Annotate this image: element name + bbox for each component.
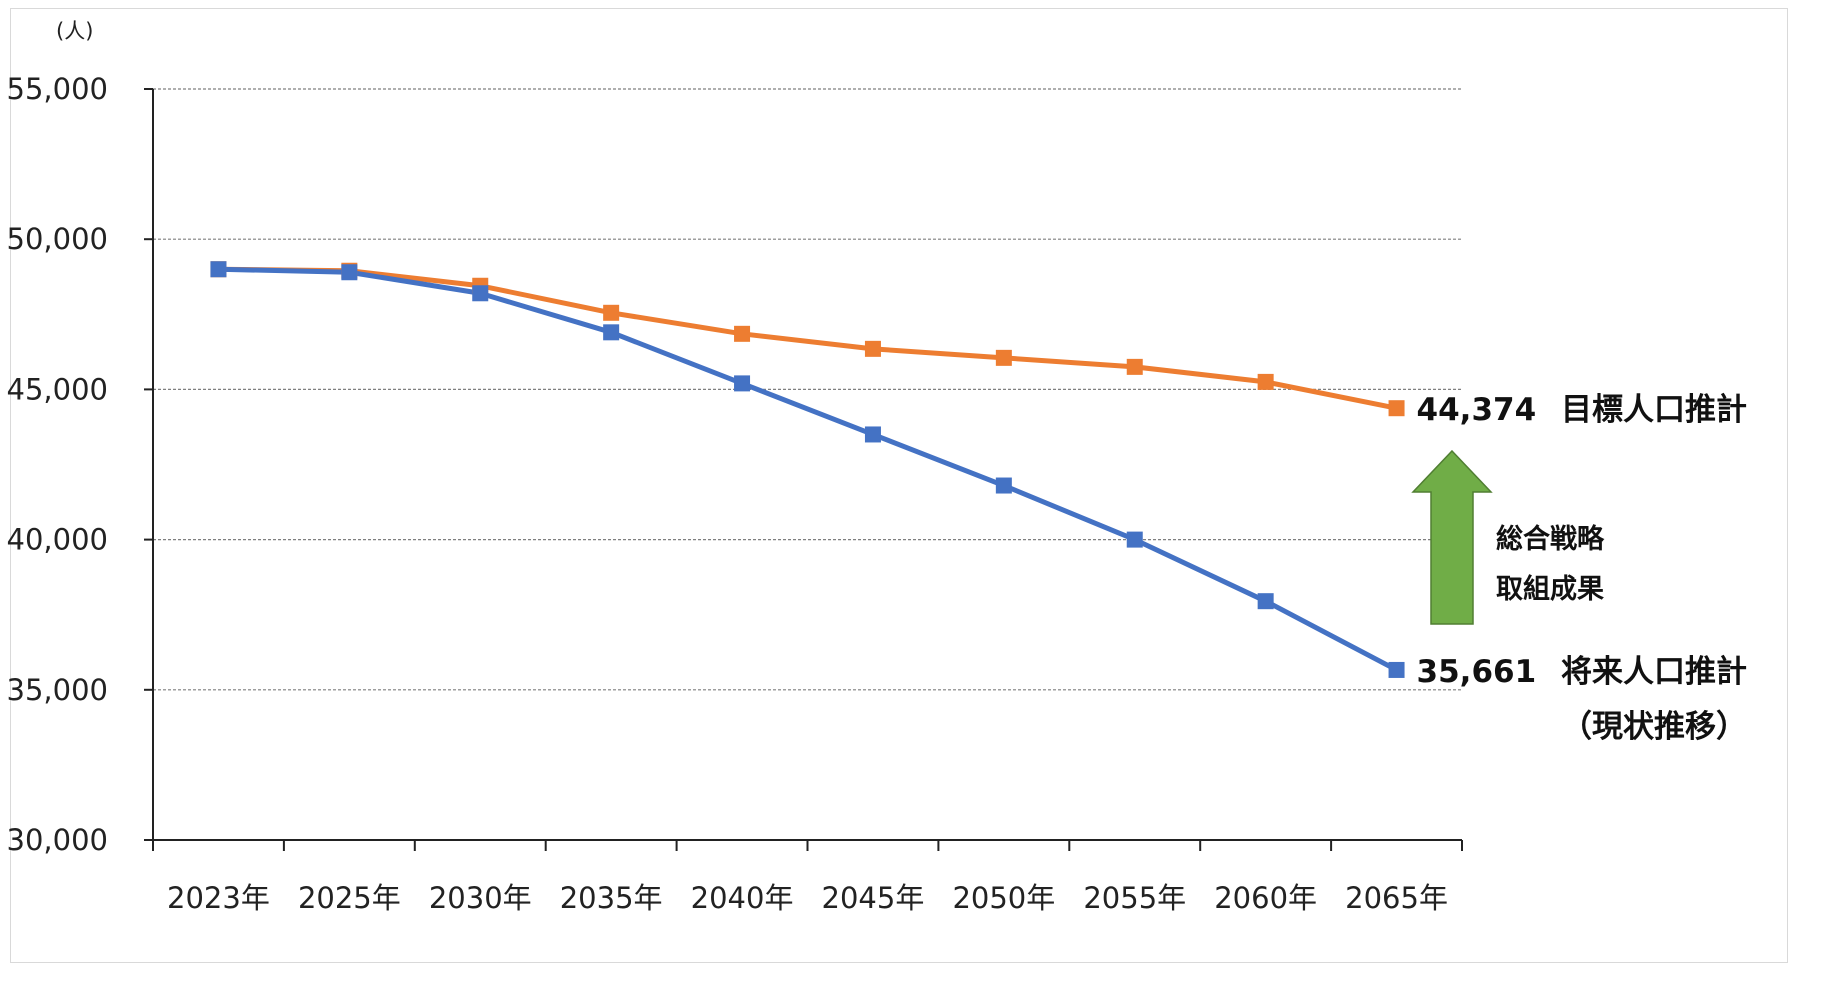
y-tick-label: 40,000 (7, 523, 108, 557)
data-point-target (864, 340, 881, 357)
series-line-baseline (218, 266, 1398, 673)
data-point-target (734, 325, 751, 342)
end-value-label-target: 44,374 (1417, 392, 1537, 428)
series (210, 261, 1405, 678)
series-name-label-target: 目標人口推計 (1561, 392, 1747, 428)
x-tick-label: 2035年 (560, 881, 663, 915)
chart-frame (10, 8, 1788, 963)
end-value-label-baseline: 35,661 (1417, 654, 1537, 690)
data-point-baseline (472, 285, 489, 302)
y-tick-labels: 30,000 35,000 40,000 45,000 50,000 55,000 (7, 72, 153, 857)
data-point-baseline (1126, 531, 1143, 548)
gridlines (153, 88, 1462, 691)
data-point-baseline (734, 375, 751, 392)
y-tick-label: 45,000 (7, 372, 108, 406)
data-point-baseline (210, 261, 227, 278)
data-point-baseline (1388, 661, 1405, 678)
x-tick-label: 2045年 (822, 881, 925, 915)
annotation-label: 取組成果 (1496, 573, 1604, 605)
series-name-label-baseline: （現状推移） (1561, 709, 1747, 745)
series-labels: 44,374 目標人口推計 35,661 将来人口推計 （現状推移） (1417, 392, 1747, 745)
x-tick-label: 2050年 (952, 881, 1055, 915)
x-tick-label: 2055年 (1083, 881, 1186, 915)
y-tick-label: 50,000 (7, 222, 108, 256)
data-point-baseline (1257, 593, 1274, 610)
series-name-label-baseline: 将来人口推計 (1561, 654, 1747, 690)
up-arrow-icon (1411, 449, 1493, 625)
data-point-baseline (341, 264, 358, 281)
data-point-target (1257, 373, 1274, 390)
y-tick-label: 30,000 (7, 823, 108, 857)
y-tick-label: 35,000 (7, 673, 108, 707)
data-point-baseline (603, 324, 620, 341)
y-tick-label: 55,000 (7, 72, 108, 106)
data-point-target (995, 349, 1012, 366)
data-point-target (1126, 358, 1143, 375)
annotation-label: 総合戦略 (1496, 523, 1605, 555)
x-tick-label: 2030年 (429, 881, 532, 915)
data-point-target (603, 304, 620, 321)
x-tick-label: 2065年 (1345, 881, 1448, 915)
x-tick-label: 2060年 (1214, 881, 1317, 915)
series-line-target (218, 266, 1398, 411)
axes (152, 89, 1462, 841)
x-tick-label: 2025年 (298, 881, 401, 915)
x-tick-label: 2023年 (167, 881, 270, 915)
data-point-baseline (995, 477, 1012, 494)
x-tick-label: 2040年 (691, 881, 794, 915)
data-point-target (1388, 400, 1405, 417)
y-unit-label: (人) (56, 19, 93, 43)
data-point-baseline (864, 426, 881, 443)
x-tick-labels: 2023年 2025年 2030年 2035年 2040年 2045年 2050年 2055年… (152, 840, 1463, 915)
